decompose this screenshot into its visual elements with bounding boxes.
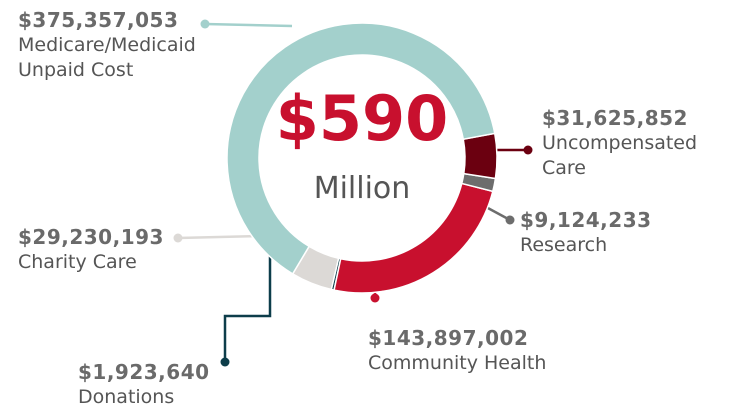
center-unit: Million [314,171,411,206]
category-label: Uncompensated Care [542,132,698,179]
donut-segment [460,172,497,193]
value-label: $1,923,640 [78,360,210,384]
segment-label: $143,897,002 Community Health [368,326,628,376]
value-label: $143,897,002 [368,326,529,350]
leader-line [485,205,511,222]
value-label: $29,230,193 [18,225,164,249]
value-label: $31,625,852 [542,106,688,130]
segment-label: $9,124,233 Research [520,208,720,258]
donut-segment [462,132,498,180]
center-value: $590 [276,82,449,155]
leader-line [223,250,272,362]
category-label: Charity Care [18,251,137,273]
value-label: $9,124,233 [520,208,652,232]
category-label: Donations [78,386,175,408]
segment-label: $1,923,640 Donations [78,360,278,410]
donut-segment [226,22,496,275]
segment-label: $29,230,193 Charity Care [18,225,218,275]
category-label: Research [520,234,608,256]
segment-label: $375,357,053 Medicare/Medicaid Unpaid Cos… [18,8,218,83]
value-label: $375,357,053 [18,8,179,32]
leader-line [177,234,263,240]
category-label: Community Health [368,352,547,374]
segment-label: $31,625,852 Uncompensated Care [542,106,727,181]
leader-line [204,22,293,28]
donut-segment [333,182,494,294]
category-label: Medicare/Medicaid Unpaid Cost [18,34,196,81]
